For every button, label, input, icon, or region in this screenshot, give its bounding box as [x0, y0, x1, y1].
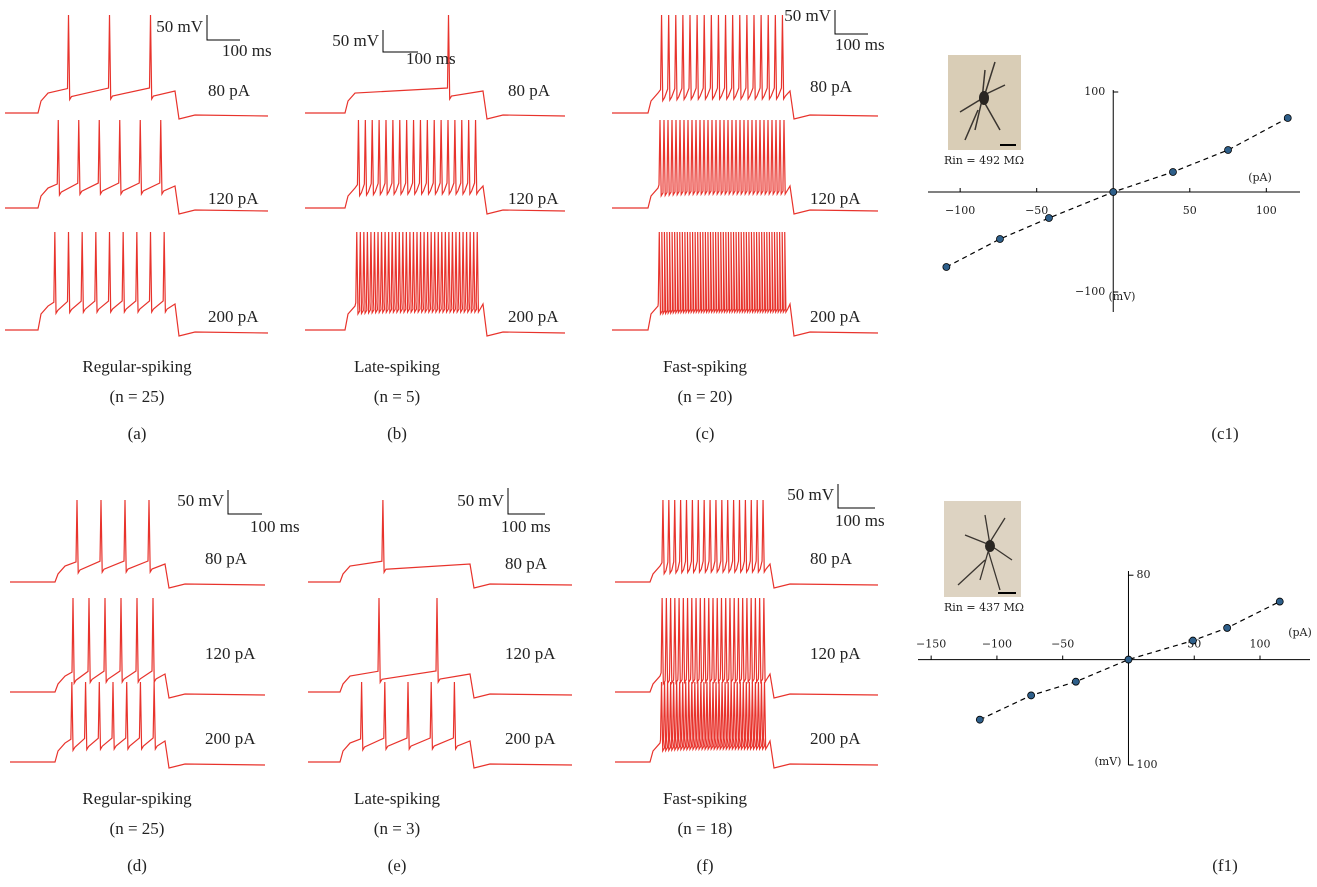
rin-annotation: Rin = 437 MΩ: [944, 601, 1024, 614]
figure: 80 pA120 pA200 pA50 mV100 msRegular-spik…: [0, 0, 1317, 887]
x-tick-label: −100: [945, 204, 975, 217]
current-label: 200 pA: [505, 729, 556, 748]
current-label: 200 pA: [810, 729, 861, 748]
y-tick-label: 80: [1136, 568, 1150, 581]
scale-time: 100 ms: [222, 41, 272, 60]
iv-point: [1224, 624, 1231, 631]
current-label: 80 pA: [208, 81, 251, 100]
scale-voltage: 50 mV: [787, 485, 834, 504]
x-axis-label: (pA): [1248, 171, 1272, 184]
panel-n: (n = 5): [374, 387, 420, 406]
iv-point: [996, 236, 1003, 243]
iv-point: [1276, 598, 1283, 605]
iv-point: [1045, 215, 1052, 222]
x-tick-label: −100: [982, 638, 1012, 651]
scale-time: 100 ms: [406, 49, 456, 68]
panel-caption: Late-spiking: [354, 789, 440, 808]
panel-n: (n = 25): [110, 819, 165, 838]
panel-caption: Late-spiking: [354, 357, 440, 376]
iv-point: [1028, 692, 1035, 699]
y-tick-label: −100: [1075, 285, 1105, 298]
scale-time: 100 ms: [250, 517, 300, 536]
scale-time: 100 ms: [501, 517, 551, 536]
current-label: 120 pA: [505, 644, 556, 663]
scale-bar: [835, 10, 868, 34]
scale-voltage: 50 mV: [332, 31, 379, 50]
voltage-trace: [308, 500, 572, 588]
panel-label: (c1): [1211, 424, 1238, 443]
scale-bar: [838, 484, 875, 508]
current-label: 120 pA: [810, 189, 861, 208]
y-axis-label: (mV): [1095, 755, 1122, 768]
current-label: 80 pA: [810, 549, 853, 568]
current-label: 80 pA: [810, 77, 853, 96]
panel-n: (n = 18): [678, 819, 733, 838]
current-label: 80 pA: [508, 81, 551, 100]
x-tick-label: 50: [1183, 204, 1197, 217]
scale-voltage: 50 mV: [784, 6, 831, 25]
current-label: 120 pA: [508, 189, 559, 208]
rin-annotation: Rin = 492 MΩ: [944, 154, 1024, 167]
current-label: 200 pA: [810, 307, 861, 326]
current-label: 200 pA: [508, 307, 559, 326]
y-tick-label: 100: [1084, 85, 1105, 98]
panel-label: (e): [388, 856, 407, 875]
x-tick-label: 100: [1256, 204, 1277, 217]
iv-point: [943, 264, 950, 271]
iv-point: [1284, 115, 1291, 122]
voltage-trace: [612, 15, 878, 119]
iv-point: [1169, 169, 1176, 176]
panel-caption: Regular-spiking: [82, 789, 192, 808]
panel-n: (n = 3): [374, 819, 420, 838]
y-tick-label: 100: [1136, 758, 1157, 771]
y-axis-label: (mV): [1109, 290, 1136, 303]
photo-f1: [944, 501, 1021, 597]
panel-caption: Fast-spiking: [663, 789, 748, 808]
panel-label: (c): [696, 424, 715, 443]
scale-bar: [228, 490, 262, 514]
panel-label: (d): [127, 856, 147, 875]
scale-voltage: 50 mV: [156, 17, 203, 36]
panel-label: (f1): [1212, 856, 1237, 875]
photo-c1: [948, 55, 1021, 150]
iv-point: [1125, 656, 1132, 663]
panel-label: (f): [697, 856, 714, 875]
scale-voltage: 50 mV: [457, 491, 504, 510]
iv-point: [1189, 637, 1196, 644]
voltage-trace: [5, 15, 268, 119]
scale-bar: [508, 488, 545, 514]
scale-voltage: 50 mV: [177, 491, 224, 510]
current-label: 200 pA: [205, 729, 256, 748]
x-tick-label: 100: [1250, 638, 1271, 651]
panel-label: (b): [387, 424, 407, 443]
panel-caption: Regular-spiking: [82, 357, 192, 376]
current-label: 200 pA: [208, 307, 259, 326]
x-axis-label: (pA): [1288, 626, 1312, 639]
x-tick-label: −150: [916, 638, 946, 651]
panel-caption: Fast-spiking: [663, 357, 748, 376]
current-label: 80 pA: [205, 549, 248, 568]
current-label: 120 pA: [810, 644, 861, 663]
panel-label: (a): [128, 424, 147, 443]
x-tick-label: −50: [1025, 204, 1048, 217]
current-label: 80 pA: [505, 554, 548, 573]
panel-n: (n = 20): [678, 387, 733, 406]
iv-point: [1225, 147, 1232, 154]
current-label: 120 pA: [205, 644, 256, 663]
scale-time: 100 ms: [835, 511, 885, 530]
scale-bar: [207, 15, 240, 40]
current-label: 120 pA: [208, 189, 259, 208]
scale-time: 100 ms: [835, 35, 885, 54]
iv-point: [1110, 189, 1117, 196]
voltage-trace: [10, 500, 265, 588]
iv-point: [1072, 678, 1079, 685]
panel-n: (n = 25): [110, 387, 165, 406]
x-tick-label: −50: [1051, 638, 1074, 651]
iv-point: [976, 716, 983, 723]
